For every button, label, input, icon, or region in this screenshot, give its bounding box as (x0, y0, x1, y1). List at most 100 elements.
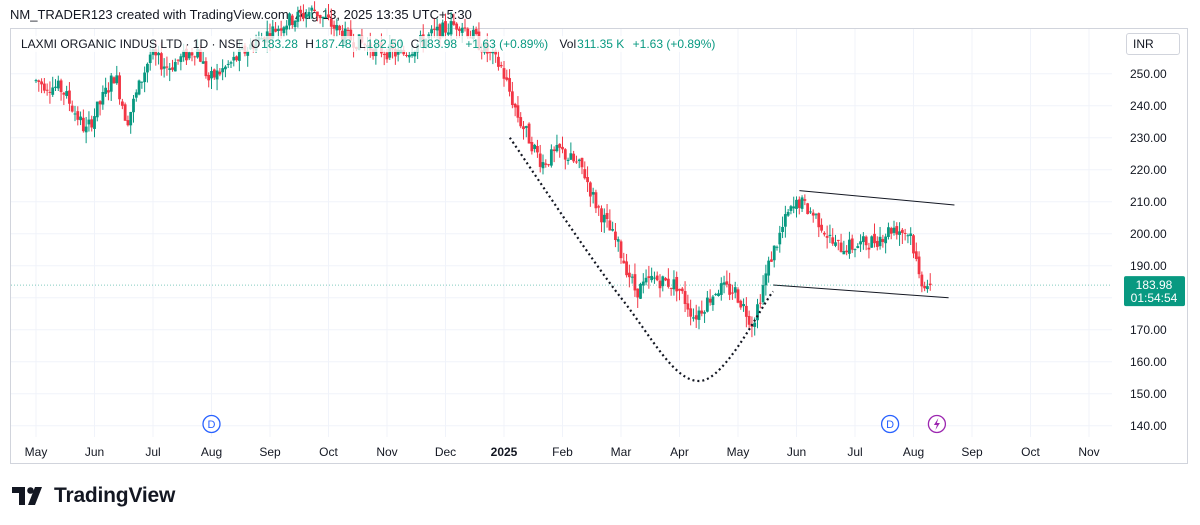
candle (452, 13, 456, 26)
candle (661, 275, 665, 292)
candle (530, 136, 534, 155)
candle (717, 289, 720, 297)
candle-body (524, 126, 528, 128)
candle-body (722, 282, 726, 285)
candle-body (329, 18, 333, 27)
candle (722, 275, 726, 294)
candle-body (221, 68, 225, 73)
y-tick-label: 150.00 (1130, 387, 1167, 401)
currency-selector[interactable]: INR (1126, 33, 1180, 55)
candle-body (115, 75, 119, 84)
candle-body (572, 153, 576, 162)
candle-body (856, 246, 860, 249)
candle-body (318, 15, 322, 19)
volume-change-value: +1.63 (+0.89%) (632, 37, 716, 51)
candle-body (867, 247, 871, 250)
candle (321, 16, 325, 28)
candle (566, 157, 570, 165)
candle (42, 77, 46, 94)
candle-body (602, 214, 606, 223)
split-event-icon[interactable] (927, 414, 947, 434)
candle-body (382, 53, 386, 55)
candle-body (689, 308, 693, 317)
candle (54, 79, 57, 92)
candle (338, 24, 342, 36)
candle (834, 234, 837, 248)
candle (40, 78, 43, 94)
candle-body (644, 277, 648, 283)
candle-body (697, 310, 701, 320)
candle-body (182, 50, 186, 58)
candle (413, 50, 417, 63)
candle (187, 51, 191, 61)
candle (37, 79, 41, 92)
candle-body (212, 69, 216, 78)
candle (508, 69, 511, 97)
candle-body (914, 251, 918, 260)
candle-body (519, 117, 523, 127)
candle-body (190, 52, 194, 56)
candle (744, 297, 748, 328)
candle (708, 289, 712, 306)
candle-body (792, 206, 796, 209)
candle-body (123, 104, 127, 121)
candle-body (56, 80, 60, 89)
candle (770, 251, 773, 262)
chart-pane[interactable] (10, 28, 1188, 464)
candle (572, 150, 576, 164)
candle (914, 242, 918, 262)
candle-body (861, 236, 865, 243)
candle-body (839, 242, 843, 252)
candle (552, 146, 556, 163)
candle-body (207, 74, 211, 81)
candle (694, 304, 698, 328)
candle-body (393, 49, 397, 57)
candle-body (460, 27, 464, 33)
candle-body (508, 78, 511, 92)
candle (179, 53, 183, 71)
candle (689, 299, 693, 326)
symbol-name[interactable]: LAXMI ORGANIC INDUS LTD · 1D · NSE (21, 37, 244, 51)
candle (547, 163, 550, 167)
y-tick-label: 200.00 (1130, 227, 1167, 241)
candle-body (641, 281, 645, 286)
dividend-event-icon[interactable]: D (880, 414, 900, 434)
candle (90, 115, 94, 132)
candle-body (449, 21, 453, 35)
candle (811, 209, 815, 223)
candle-body (98, 101, 102, 105)
candle (614, 222, 617, 248)
candle (577, 158, 581, 169)
candle-body (533, 144, 537, 149)
candle (625, 253, 628, 278)
candle (541, 154, 545, 175)
candle-body (705, 297, 709, 312)
candle-body (786, 211, 790, 216)
candle-body (315, 11, 319, 17)
candle (636, 288, 640, 308)
candle-body (143, 72, 147, 83)
candle-body (619, 241, 623, 259)
candle (800, 195, 804, 213)
candle (898, 222, 901, 246)
candle-body (817, 213, 821, 228)
candle (109, 72, 113, 101)
y-tick-label: 240.00 (1130, 99, 1167, 113)
candle (176, 59, 180, 65)
candle (290, 13, 294, 29)
candle (692, 308, 695, 322)
candle-body (70, 105, 74, 112)
candle-body (196, 48, 199, 58)
candle-body (494, 50, 498, 55)
symbol-legend: LAXMI ORGANIC INDUS LTD · 1D · NSE O183.… (18, 36, 719, 52)
dividend-event-icon[interactable]: D (202, 414, 221, 434)
candle (232, 51, 236, 67)
candle-body (764, 273, 768, 286)
y-tick-label: 190.00 (1130, 259, 1167, 273)
candle (728, 272, 732, 301)
candle (474, 26, 478, 36)
candle-body (474, 28, 478, 34)
candle (62, 91, 66, 106)
candle (569, 142, 573, 160)
